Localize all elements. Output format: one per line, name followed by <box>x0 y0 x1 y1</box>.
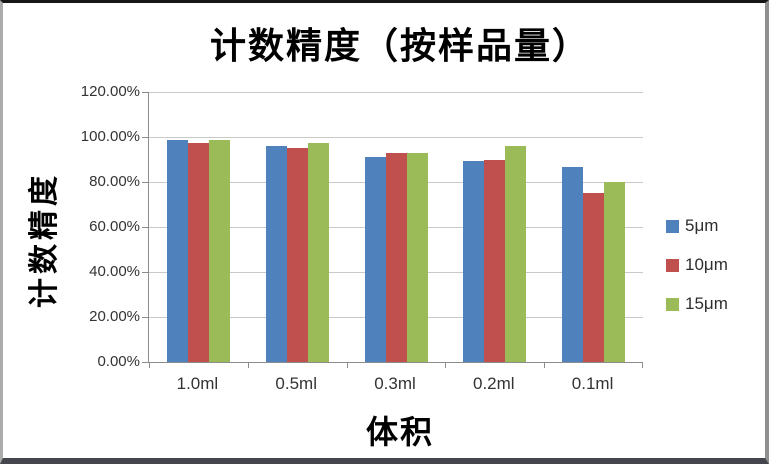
x-axis-tick-mark <box>247 363 249 368</box>
x-axis-tick-mark <box>149 363 150 368</box>
y-axis-tick-label: 120.00% <box>80 83 140 100</box>
y-axis-tick-label: 80.00% <box>89 173 140 190</box>
legend-swatch-icon <box>666 219 679 233</box>
y-axis-title: 计数精度 <box>28 172 61 308</box>
legend-label: 5μm <box>685 216 719 235</box>
bar-15μm-0.1ml <box>604 182 626 362</box>
bar-10μm-1.0ml <box>187 142 209 362</box>
legend-label: 10μm <box>685 255 728 274</box>
y-axis-tick-mark <box>142 137 148 138</box>
legend: 5μm 10μm 15μm <box>666 215 728 332</box>
x-axis-tick-label: 0.3ml <box>374 374 416 393</box>
plot-area <box>142 92 643 368</box>
bar-10μm-0.5ml <box>286 148 308 362</box>
y-axis-tick-label: 100.00% <box>80 128 140 145</box>
bar-5μm-1.0ml <box>166 140 188 362</box>
chart-title: 计数精度（按样品量） <box>209 26 590 66</box>
y-axis-tick-mark <box>142 92 148 93</box>
legend-item-5μm: 5μm <box>666 215 728 237</box>
x-axis-tick-mark <box>346 363 348 368</box>
y-axis-tick-mark <box>142 272 148 273</box>
y-axis-tick-label: 20.00% <box>89 308 140 325</box>
legend-item-15μm: 15μm <box>666 293 728 315</box>
x-axis-tick-label: 0.5ml <box>275 374 317 393</box>
bar-15μm-0.2ml <box>505 146 527 362</box>
bar-5μm-0.2ml <box>463 160 485 362</box>
x-axis-title: 体积 <box>365 414 434 450</box>
y-axis-tick-mark <box>142 317 148 318</box>
bar-15μm-0.5ml <box>307 142 329 362</box>
legend-swatch-icon <box>666 258 679 272</box>
y-axis-tick-mark <box>142 227 148 228</box>
x-axis-tick-mark <box>445 363 447 368</box>
gridline <box>149 92 643 93</box>
y-axis-tick-mark <box>142 182 148 183</box>
y-axis-tick-label: 60.00% <box>89 218 140 235</box>
y-axis-tick-mark <box>142 362 148 363</box>
x-axis-tick-mark <box>544 363 546 368</box>
x-axis-tick-mark <box>642 363 643 368</box>
bar-5μm-0.5ml <box>265 146 287 362</box>
bar-10μm-0.1ml <box>583 193 605 362</box>
bar-15μm-0.3ml <box>406 152 428 362</box>
bar-10μm-0.2ml <box>484 159 506 362</box>
bar-15μm-1.0ml <box>208 140 230 362</box>
legend-label: 15μm <box>685 294 728 313</box>
x-axis-tick-label: 1.0ml <box>176 374 219 393</box>
y-axis-tick-label: 0.00% <box>97 353 140 370</box>
y-axis-tick-label: 40.00% <box>89 263 140 280</box>
bar-5μm-0.3ml <box>364 157 386 362</box>
gridline <box>149 137 643 138</box>
bar-5μm-0.1ml <box>562 167 584 362</box>
legend-item-10μm: 10μm <box>666 254 728 276</box>
bar-10μm-0.3ml <box>385 152 407 362</box>
legend-swatch-icon <box>666 297 679 311</box>
x-axis-tick-label: 0.2ml <box>473 374 515 393</box>
x-axis-tick-label: 0.1ml <box>571 374 614 393</box>
